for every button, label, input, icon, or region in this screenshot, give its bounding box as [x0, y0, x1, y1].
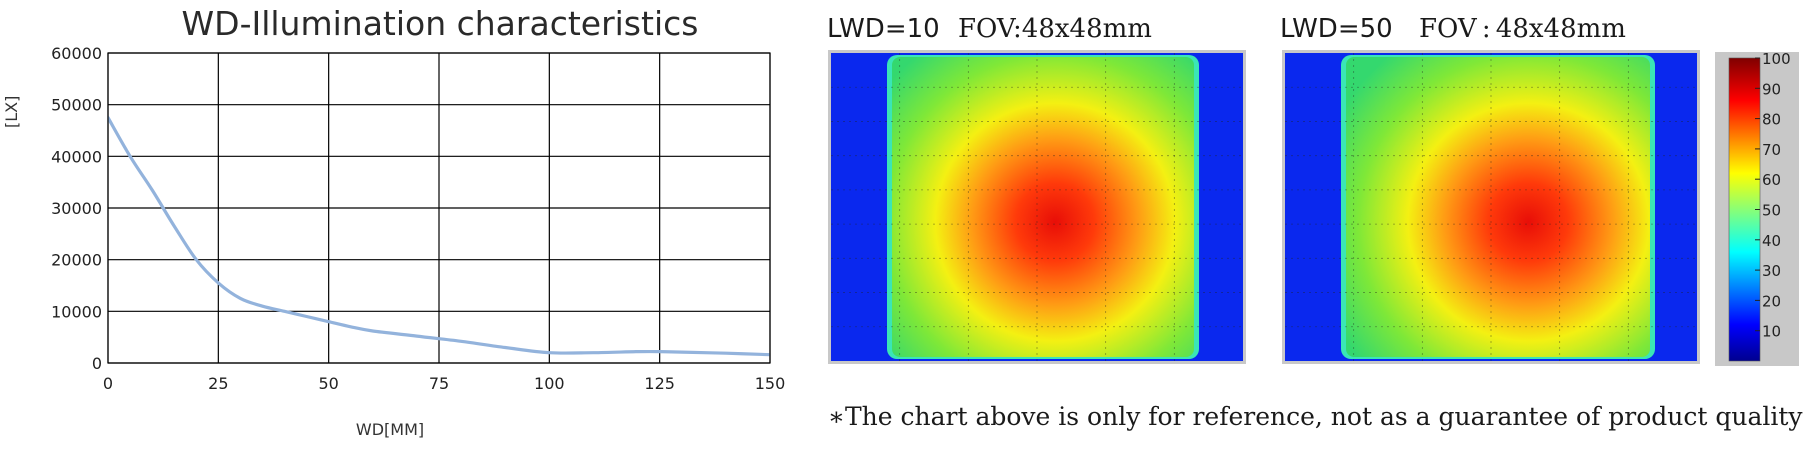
colorbar: 100 90 80 70 60 50 40 30 20 10 — [1715, 50, 1799, 366]
heatmap-2-label: LWD=50 FOV : 48x48mm — [1280, 14, 1626, 44]
y-tick-label: 0 — [92, 354, 102, 373]
x-tick-label: 0 — [103, 374, 113, 393]
y-tick-label: 40000 — [51, 147, 102, 166]
colorbar-tick-label: 60 — [1762, 171, 1781, 189]
y-tick-label: 50000 — [51, 96, 102, 115]
x-tick-label: 150 — [755, 374, 786, 393]
colorbar-gradient — [1728, 57, 1761, 362]
x-tick-label: 125 — [644, 374, 675, 393]
y-tick-label: 60000 — [51, 44, 102, 63]
heatmap-1-fov: FOV:48x48mm — [957, 14, 1152, 44]
colorbar-tick-label: 100 — [1762, 50, 1791, 68]
colorbar-tick-label: 30 — [1762, 262, 1781, 280]
disclaimer-note: ∗The chart above is only for reference, … — [828, 402, 1803, 431]
illumination-field — [1346, 57, 1650, 357]
heatmap-2 — [1282, 50, 1700, 364]
heatmap-2-lwd: LWD=50 — [1280, 14, 1393, 44]
colorbar-tick-label: 70 — [1762, 141, 1781, 159]
colorbar-tick-label: 90 — [1762, 80, 1781, 98]
heatmap-2-fov: FOV : 48x48mm — [1418, 14, 1626, 44]
chart-title: WD-Illumination characteristics — [181, 4, 699, 43]
heatmap-1-lwd: LWD=10 — [827, 14, 940, 44]
colorbar-tick-label: 50 — [1762, 202, 1781, 220]
series-line — [108, 116, 770, 357]
y-tick-label: 10000 — [51, 302, 102, 321]
heatmap-1-label: LWD=10 FOV:48x48mm — [827, 14, 1152, 44]
colorbar-tick-label: 20 — [1762, 292, 1781, 310]
heatmap-1 — [828, 50, 1246, 364]
x-ticks: 0 25 50 75 100 125 150 — [103, 374, 785, 393]
colorbar-tick-label: 80 — [1762, 111, 1781, 129]
heatmaps: 100 90 80 70 60 50 40 30 20 10 — [828, 50, 1799, 366]
y-ticks: 0 10000 20000 30000 40000 50000 60000 — [51, 44, 102, 373]
x-tick-label: 100 — [534, 374, 565, 393]
x-axis-label: WD[MM] — [355, 420, 425, 439]
y-tick-label: 30000 — [51, 199, 102, 218]
colorbar-tick-label: 10 — [1762, 323, 1781, 341]
y-tick-label: 20000 — [51, 251, 102, 270]
plot-frame — [107, 52, 771, 364]
x-tick-label: 50 — [318, 374, 338, 393]
illumination-field — [892, 57, 1194, 357]
line-chart: 0 10000 20000 30000 40000 50000 60000 0 25 50 75 1… — [51, 44, 785, 393]
x-tick-label: 75 — [429, 374, 449, 393]
x-tick-label: 25 — [208, 374, 228, 393]
colorbar-tick-label: 40 — [1762, 232, 1781, 250]
